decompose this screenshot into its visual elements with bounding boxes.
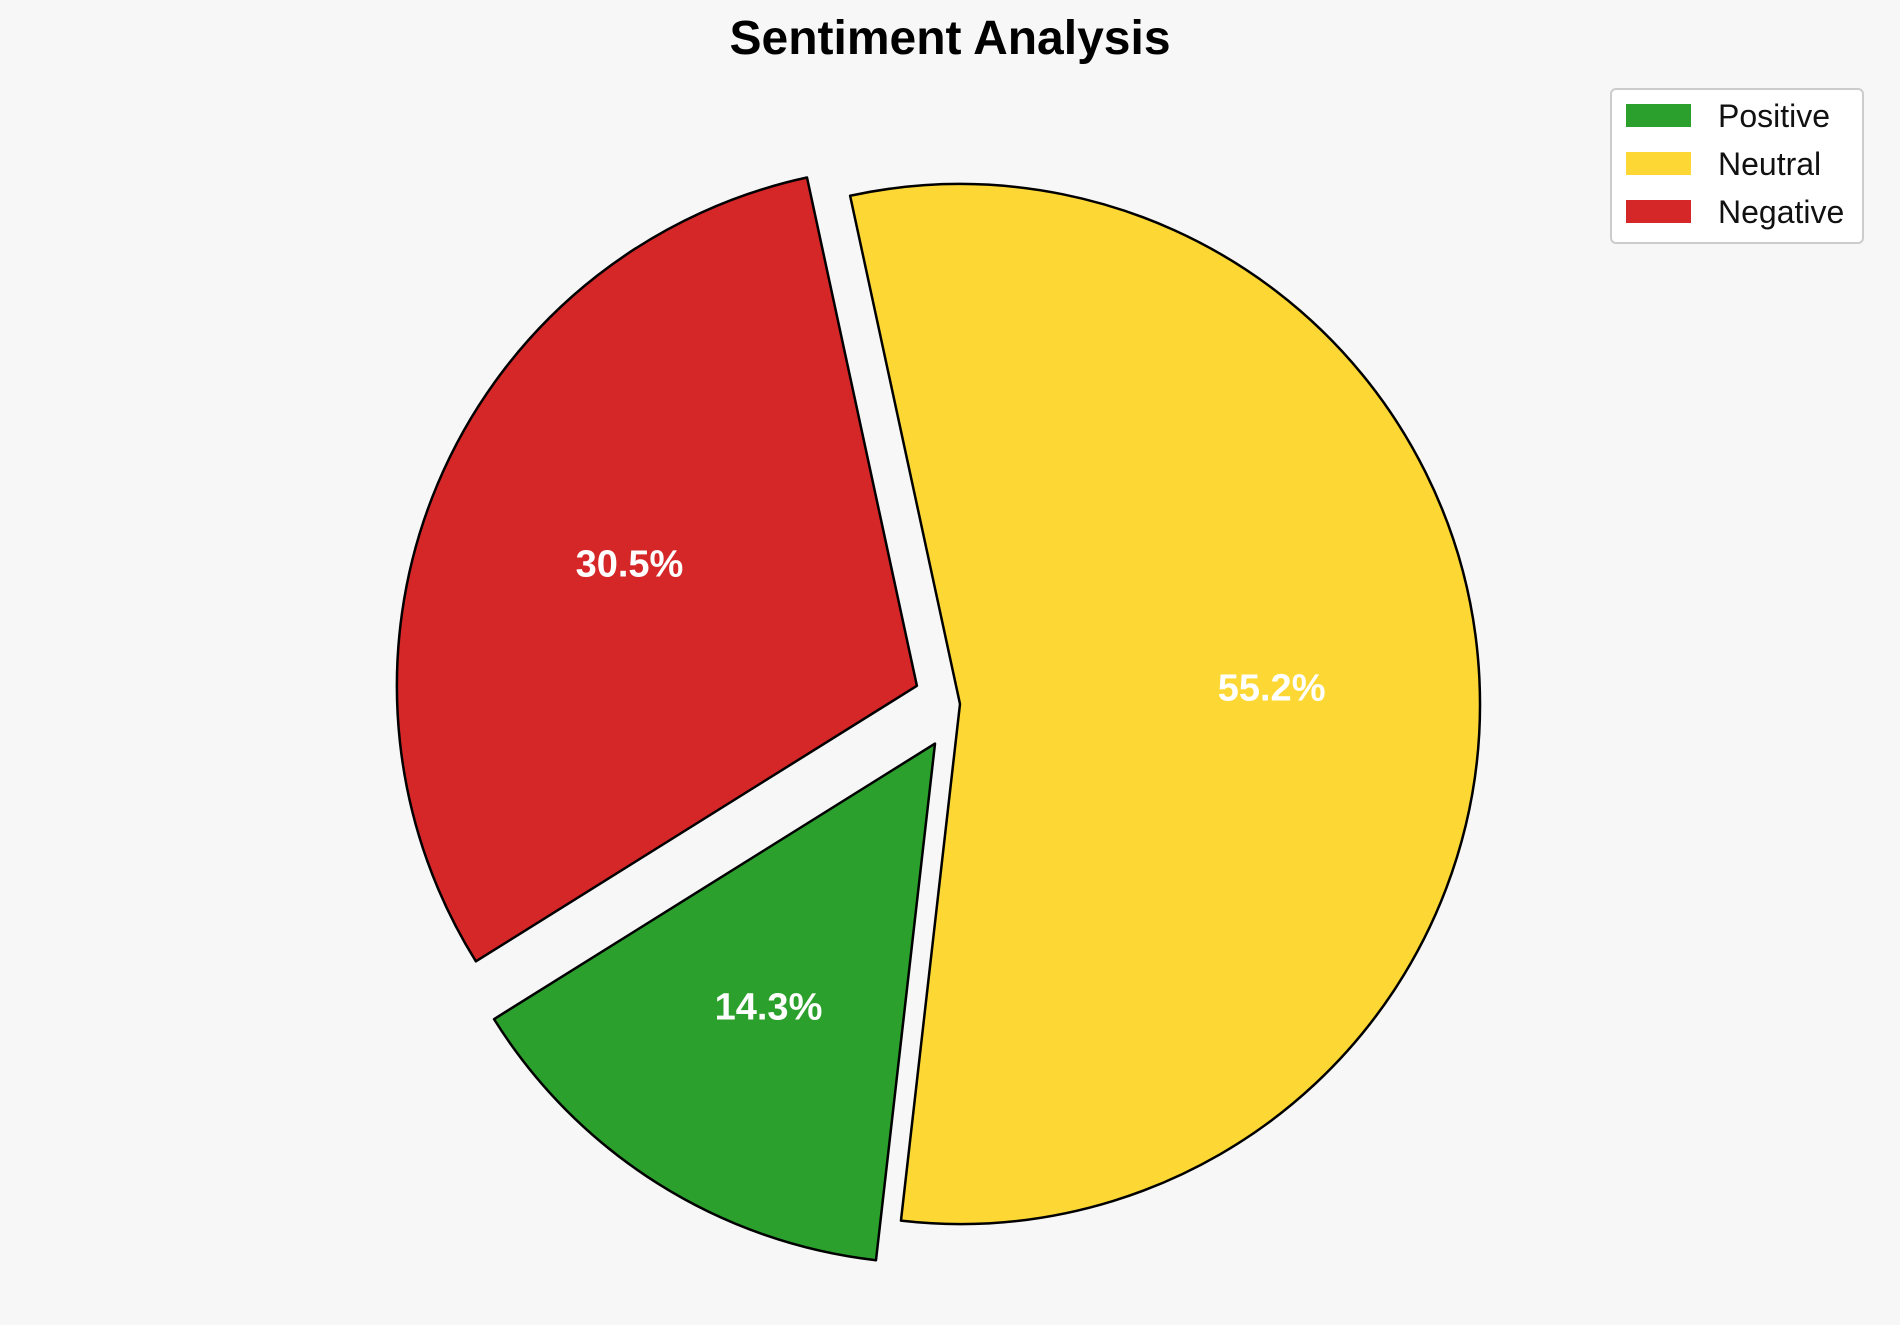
chart-legend: Positive Neutral Negative	[1610, 88, 1864, 244]
pie-label-negative: 30.5%	[576, 543, 684, 585]
pie-slice-labels: 14.3% 55.2% 30.5%	[576, 543, 1326, 1028]
legend-swatch-neutral	[1626, 152, 1691, 175]
pie-slice-positive	[492, 742, 937, 1262]
pie-label-neutral: 55.2%	[1218, 668, 1326, 710]
legend-label-positive: Positive	[1718, 98, 1830, 134]
legend-swatch-positive	[1626, 104, 1691, 127]
legend-items: Positive Neutral Negative	[1626, 98, 1844, 230]
chart-title: Sentiment Analysis	[729, 12, 1170, 65]
pie-slices	[395, 176, 1482, 1262]
legend-label-negative: Negative	[1718, 194, 1844, 230]
pie-slice-negative	[395, 176, 919, 963]
legend-swatch-negative	[1626, 200, 1691, 223]
legend-label-neutral: Neutral	[1718, 146, 1821, 182]
pie-slice-neutral	[848, 182, 1482, 1226]
pie-label-positive: 14.3%	[715, 986, 823, 1028]
